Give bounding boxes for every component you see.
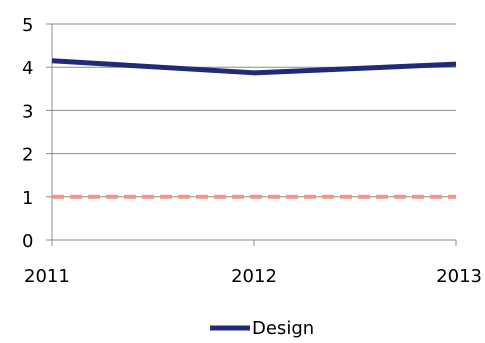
y-tick-label: 2: [22, 145, 33, 166]
x-tick-label: 2012: [231, 266, 277, 287]
legend: Design: [210, 318, 314, 339]
y-tick-label: 5: [22, 15, 33, 36]
grid: [52, 24, 456, 197]
tick-labels: 0 1 2 3 4 5 2011 2012 2013: [22, 15, 482, 287]
y-tick-label: 3: [22, 101, 33, 122]
y-tick-label: 0: [22, 231, 33, 252]
y-tick-label: 1: [22, 188, 33, 209]
axes: [46, 24, 456, 246]
x-tick-label: 2013: [436, 266, 482, 287]
legend-label-design: Design: [252, 318, 314, 339]
y-tick-label: 4: [22, 58, 33, 79]
series-group: [52, 61, 456, 197]
x-tick-label: 2011: [24, 266, 70, 287]
